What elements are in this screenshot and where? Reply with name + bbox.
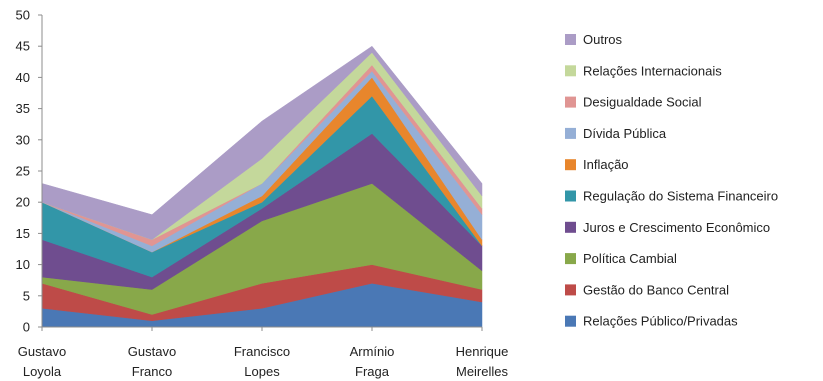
x-category-label: Francisco xyxy=(234,344,290,359)
x-axis-categories: Gustavo Loyola Gustavo Franco Francisco Lopes… xyxy=(18,327,509,379)
y-tick-label: 45 xyxy=(16,39,30,54)
legend-label-divida-publica: Dívida Pública xyxy=(583,126,667,141)
legend-swatch-juros-e-crescimento-economico xyxy=(565,221,576,233)
y-tick-label: 40 xyxy=(16,70,30,85)
area-outros xyxy=(41,45,483,240)
legend-swatch-regulacao-do-sistema-financeiro xyxy=(565,190,576,202)
y-tick-label: 35 xyxy=(16,101,30,116)
legend-label-regulacao-do-sistema-financeiro: Regulação do Sistema Financeiro xyxy=(583,189,778,204)
y-tick-label: 5 xyxy=(23,288,30,303)
legend-swatch-outros xyxy=(565,34,576,45)
x-category-label: Fraga xyxy=(355,364,390,379)
x-category-label: Franco xyxy=(132,364,172,379)
legend-label-politica-cambial: Política Cambial xyxy=(583,251,677,266)
legend-label-inflacao: Inflação xyxy=(583,157,629,172)
legend: Outros Relações Internacionais Desigualdad… xyxy=(565,32,778,329)
y-tick-label: 0 xyxy=(23,320,30,335)
y-tick-label: 25 xyxy=(16,164,30,179)
x-category-label: Lopes xyxy=(244,364,280,379)
x-category-label: Meirelles xyxy=(456,364,509,379)
legend-swatch-divida-publica xyxy=(565,127,576,139)
legend-swatch-politica-cambial xyxy=(565,253,576,265)
legend-label-gestao-do-banco-central: Gestão do Banco Central xyxy=(583,282,729,297)
y-axis-ticks: 0 5 10 15 20 25 30 35 40 45 50 xyxy=(16,8,42,335)
legend-swatch-inflacao xyxy=(565,159,576,171)
legend-label-desigualdade-social: Desigualdade Social xyxy=(583,95,702,110)
legend-label-relacoes-publico-privadas: Relações Público/Privadas xyxy=(583,314,738,329)
y-tick-label: 15 xyxy=(16,226,30,241)
x-category-label: Henrique xyxy=(456,344,509,359)
legend-swatch-gestao-do-banco-central xyxy=(565,284,576,296)
legend-label-juros-e-crescimento-economico: Juros e Crescimento Econômico xyxy=(583,220,770,235)
area-series-group xyxy=(41,45,483,328)
legend-label-outros: Outros xyxy=(583,32,623,47)
y-tick-label: 10 xyxy=(16,257,30,272)
x-category-label: Armínio xyxy=(350,344,395,359)
x-category-label: Loyola xyxy=(23,364,62,379)
legend-swatch-desigualdade-social xyxy=(565,96,576,108)
legend-label-relacoes-internacionais: Relações Internacionais xyxy=(583,63,722,78)
legend-swatch-relacoes-internacionais xyxy=(565,65,576,77)
y-tick-label: 50 xyxy=(16,8,30,23)
legend-swatch-relacoes-publico-privadas xyxy=(565,315,576,327)
x-category-label: Gustavo xyxy=(18,344,66,359)
x-category-label: Gustavo xyxy=(128,344,176,359)
y-tick-label: 20 xyxy=(16,195,30,210)
y-tick-label: 30 xyxy=(16,132,30,147)
